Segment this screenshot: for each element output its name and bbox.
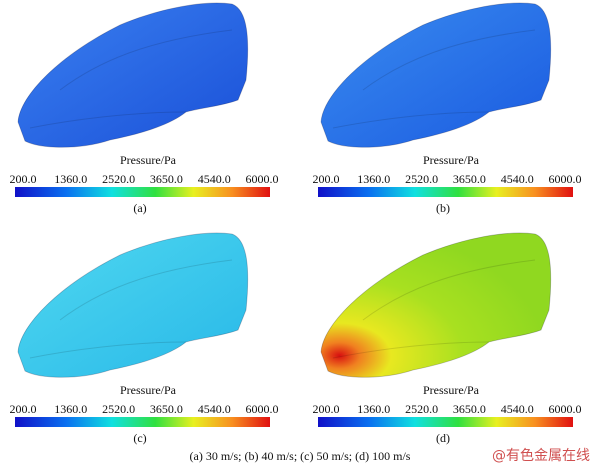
colorbar-tick-label: 2520.0 <box>102 402 135 416</box>
colorbar-tick-label: 1360.0 <box>54 402 87 416</box>
vehicle <box>17 2 249 148</box>
vehicle-detail <box>29 259 233 359</box>
colorbar-title: Pressure/Pa <box>120 383 177 397</box>
panel: Pressure/Pa 200.0 1360.0 2520.0 3650.0 4540.0… <box>10 232 279 445</box>
colorbar <box>15 187 270 197</box>
colorbar-tick-label: 4540.0 <box>501 402 534 416</box>
vehicle-detail <box>332 29 536 129</box>
colorbar-tick-label: 4540.0 <box>198 172 231 186</box>
colorbar-tick-label: 200.0 <box>313 402 340 416</box>
colorbar-tick-label: 4540.0 <box>501 172 534 186</box>
vehicle <box>320 232 552 378</box>
colorbar-tick-label: 6000.0 <box>246 402 279 416</box>
panel-label: (d) <box>436 431 450 445</box>
panel: Pressure/Pa 200.0 1360.0 2520.0 3650.0 4540.0… <box>10 2 279 215</box>
colorbar-tick-label: 1360.0 <box>54 172 87 186</box>
colorbar <box>318 417 573 427</box>
colorbar-tick-label: 6000.0 <box>549 172 582 186</box>
caption: (a) 30 m/s; (b) 40 m/s; (c) 50 m/s; (d) … <box>190 449 411 463</box>
panel-label: (b) <box>436 201 450 215</box>
colorbar-tick-label: 1360.0 <box>357 402 390 416</box>
colorbar-tick-label: 6000.0 <box>246 172 279 186</box>
colorbar-tick-label: 3650.0 <box>150 402 183 416</box>
colorbar-tick-label: 200.0 <box>10 402 37 416</box>
vehicle <box>320 2 552 148</box>
colorbar-tick-label: 1360.0 <box>357 172 390 186</box>
colorbar-tick-label: 4540.0 <box>198 402 231 416</box>
vehicle <box>17 232 249 378</box>
panel: Pressure/Pa 200.0 1360.0 2520.0 3650.0 4540.0… <box>313 2 582 215</box>
colorbar <box>318 187 573 197</box>
colorbar-tick-label: 2520.0 <box>405 172 438 186</box>
colorbar-title: Pressure/Pa <box>120 153 177 167</box>
colorbar-tick-label: 3650.0 <box>453 172 486 186</box>
colorbar-tick-label: 200.0 <box>313 172 340 186</box>
colorbar-tick-label: 3650.0 <box>453 402 486 416</box>
panel: Pressure/Pa 200.0 1360.0 2520.0 3650.0 4540.0… <box>313 232 582 445</box>
watermark: @有色金属在线 <box>492 447 590 464</box>
colorbar-tick-label: 2520.0 <box>405 402 438 416</box>
colorbar-tick-label: 200.0 <box>10 172 37 186</box>
colorbar-tick-label: 3650.0 <box>150 172 183 186</box>
colorbar-tick-label: 2520.0 <box>102 172 135 186</box>
panel-label: (a) <box>133 201 146 215</box>
colorbar-tick-label: 6000.0 <box>549 402 582 416</box>
colorbar-title: Pressure/Pa <box>423 383 480 397</box>
panel-label: (c) <box>133 431 146 445</box>
colorbar <box>15 417 270 427</box>
colorbar-title: Pressure/Pa <box>423 153 480 167</box>
vehicle-detail <box>29 29 233 129</box>
vehicle-detail <box>332 259 536 359</box>
